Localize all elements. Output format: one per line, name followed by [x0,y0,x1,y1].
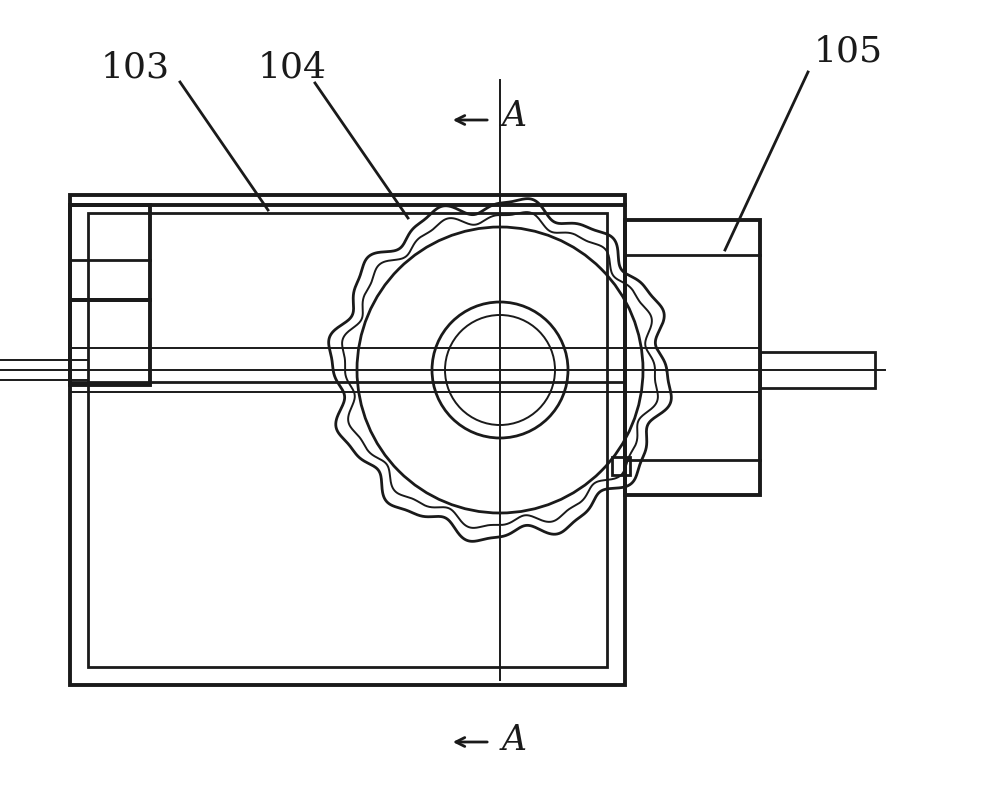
Text: A: A [502,723,527,757]
Text: A: A [502,99,527,133]
Text: 103: 103 [100,51,170,85]
Text: 105: 105 [813,35,883,69]
Text: 104: 104 [258,51,326,85]
